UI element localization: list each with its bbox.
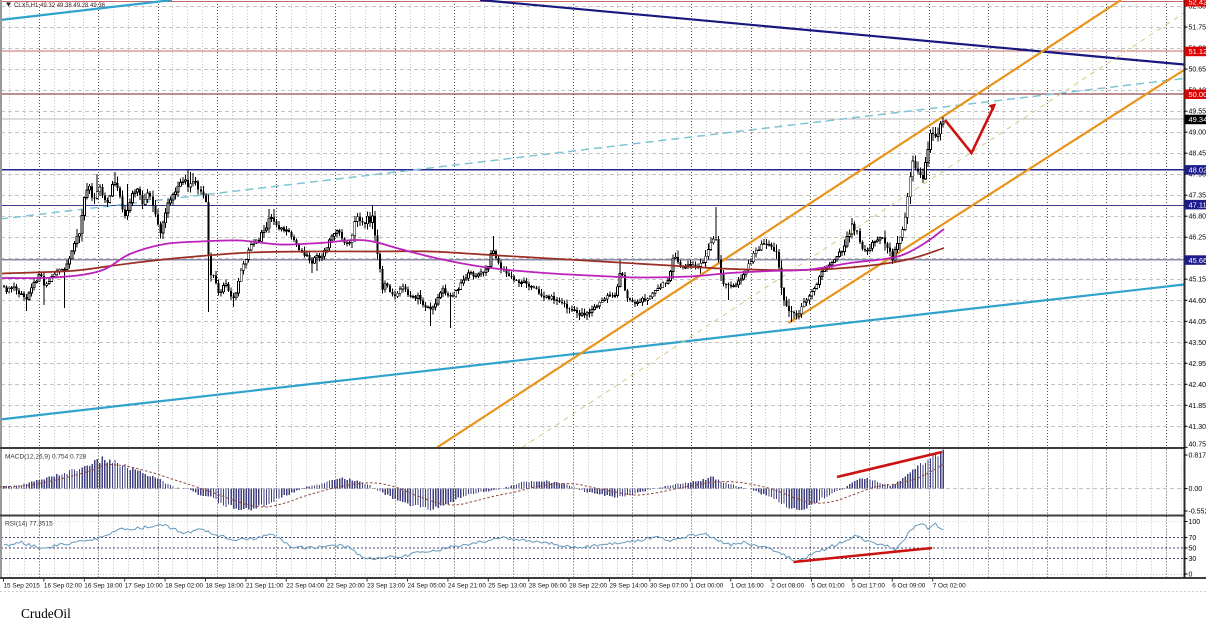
svg-text:43.50: 43.50 [1189, 340, 1206, 347]
svg-text:23 Sep 13:00: 23 Sep 13:00 [367, 583, 405, 590]
svg-text:29 Sep 14:00: 29 Sep 14:00 [610, 583, 648, 590]
svg-text:44.05: 44.05 [1189, 319, 1206, 326]
svg-text:50.65: 50.65 [1189, 67, 1206, 74]
svg-text:48.45: 48.45 [1189, 151, 1206, 158]
svg-text:1 Oct 16:00: 1 Oct 16:00 [731, 583, 764, 590]
svg-text:15 Sep 2015: 15 Sep 2015 [4, 583, 41, 590]
svg-text:21 Sep 11:00: 21 Sep 11:00 [246, 583, 284, 590]
svg-text:49.34: 49.34 [1189, 115, 1206, 124]
svg-text:RSI(14) 77.3515: RSI(14) 77.3515 [5, 521, 53, 528]
svg-text:42.40: 42.40 [1189, 382, 1206, 389]
svg-text:28 Sep 06:00: 28 Sep 06:00 [529, 583, 567, 590]
svg-text:0.817: 0.817 [1189, 453, 1206, 460]
svg-text:30: 30 [1189, 556, 1197, 563]
svg-text:49.00: 49.00 [1189, 130, 1206, 137]
svg-text:5 Oct 01:00: 5 Oct 01:00 [812, 583, 845, 590]
svg-text:47.11: 47.11 [1189, 200, 1206, 209]
svg-text:6 Oct 09:00: 6 Oct 09:00 [892, 583, 925, 590]
svg-text:1 Oct 00:00: 1 Oct 00:00 [690, 583, 723, 590]
svg-text:17 Sep 10:00: 17 Sep 10:00 [125, 583, 163, 590]
svg-text:100: 100 [1189, 519, 1201, 526]
svg-text:46.25: 46.25 [1189, 235, 1206, 242]
svg-text:18 Sep 18:00: 18 Sep 18:00 [206, 583, 244, 590]
svg-text:25 Sep 13:00: 25 Sep 13:00 [488, 583, 526, 590]
svg-text:52.30: 52.30 [1189, 4, 1206, 11]
svg-text:CLX5,H1 49.32 49.38 49.28 49.: CLX5,H1 49.32 49.38 49.28 49.36 [14, 3, 106, 9]
svg-text:5 Oct 17:00: 5 Oct 17:00 [852, 583, 885, 590]
svg-text:22 Sep 04:00: 22 Sep 04:00 [286, 583, 324, 590]
svg-text:50: 50 [1189, 546, 1197, 553]
svg-text:47.90: 47.90 [1189, 172, 1206, 179]
svg-text:52.42: 52.42 [1189, 0, 1206, 7]
svg-text:2 Oct 08:00: 2 Oct 08:00 [771, 583, 804, 590]
svg-text:41.85: 41.85 [1189, 403, 1206, 410]
svg-text:47.35: 47.35 [1189, 193, 1206, 200]
svg-text:18 Sep 02:00: 18 Sep 02:00 [165, 583, 203, 590]
svg-text:49.55: 49.55 [1189, 109, 1206, 116]
svg-text:16 Sep 02:00: 16 Sep 02:00 [44, 583, 82, 590]
svg-text:50.00: 50.00 [1189, 90, 1206, 99]
svg-text:16 Sep 18:00: 16 Sep 18:00 [84, 583, 122, 590]
svg-text:28 Sep 22:00: 28 Sep 22:00 [569, 583, 607, 590]
svg-text:22 Sep 20:00: 22 Sep 20:00 [327, 583, 365, 590]
svg-text:42.95: 42.95 [1189, 361, 1206, 368]
svg-text:40.75: 40.75 [1189, 442, 1206, 449]
svg-text:51.75: 51.75 [1189, 25, 1206, 32]
svg-text:MACD(12,26,9) 0.754 0.728: MACD(12,26,9) 0.754 0.728 [5, 454, 87, 461]
svg-text:CrudeOil: CrudeOil [21, 606, 71, 621]
svg-text:51.12: 51.12 [1189, 47, 1206, 56]
svg-text:70: 70 [1189, 535, 1197, 542]
svg-text:7 Oct 02:00: 7 Oct 02:00 [933, 583, 966, 590]
svg-text:0: 0 [1189, 572, 1193, 579]
svg-text:-0.552: -0.552 [1189, 509, 1206, 516]
svg-text:30 Sep 07:00: 30 Sep 07:00 [650, 583, 688, 590]
svg-text:45.15: 45.15 [1189, 277, 1206, 284]
svg-text:0.00: 0.00 [1189, 486, 1203, 493]
svg-text:48.02: 48.02 [1189, 166, 1206, 175]
svg-text:24 Sep 21:00: 24 Sep 21:00 [448, 583, 486, 590]
svg-text:41.30: 41.30 [1189, 424, 1206, 431]
svg-text:45.66: 45.66 [1189, 256, 1206, 265]
svg-text:24 Sep 05:00: 24 Sep 05:00 [408, 583, 446, 590]
svg-text:44.60: 44.60 [1189, 298, 1206, 305]
svg-text:46.80: 46.80 [1189, 214, 1206, 221]
